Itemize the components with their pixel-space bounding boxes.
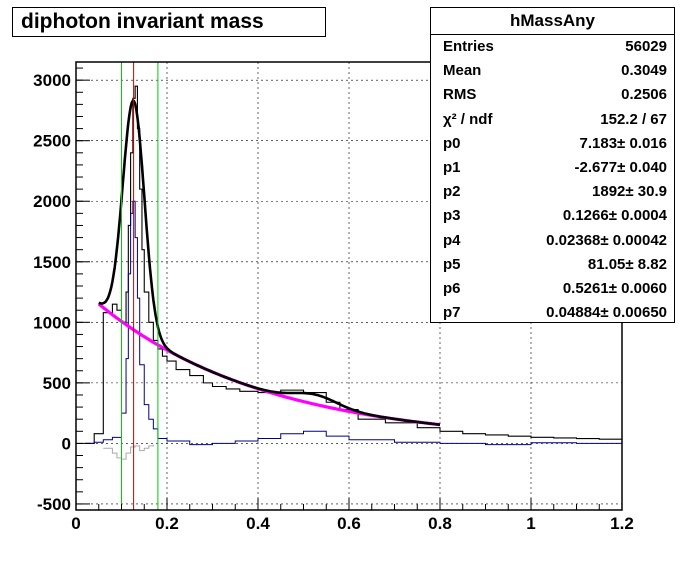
x-tick-label: 1.2 <box>610 514 634 533</box>
stat-label: RMS <box>443 86 477 104</box>
x-tick-label: 0.6 <box>337 514 361 533</box>
stat-label: χ² / ndf <box>443 110 493 128</box>
stat-label: p5 <box>443 255 461 273</box>
stat-label: p7 <box>443 304 461 322</box>
axis-ticks: 0 0.2 0.4 0.6 0.8 1 1.2-5000500100015002000250… <box>33 67 634 533</box>
stat-value: 152.2 / 67 <box>600 110 667 128</box>
stats-row: p3 0.1266± 0.0004 <box>431 204 674 228</box>
y-tick-label: 1000 <box>33 313 71 332</box>
stats-row: RMS 0.2506 <box>431 83 674 107</box>
x-tick-label: 0.8 <box>428 514 452 533</box>
stat-value: 0.02368± 0.00042 <box>546 231 667 249</box>
stat-label: p3 <box>443 207 461 225</box>
stat-value: 1892± 30.9 <box>592 183 667 201</box>
series-residual <box>103 444 154 460</box>
stat-value: 7.183± 0.016 <box>579 134 667 152</box>
stats-row: p1 -2.677± 0.040 <box>431 156 674 180</box>
marker-lines <box>121 62 159 510</box>
stat-value: 0.1266± 0.0004 <box>562 207 667 225</box>
stat-value: 0.2506 <box>621 86 667 104</box>
chart-title-text: diphoton invariant mass <box>21 10 264 33</box>
stat-label: p4 <box>443 231 461 249</box>
stats-row: p7 0.04884± 0.00650 <box>431 301 674 325</box>
y-tick-label: 3000 <box>33 71 71 90</box>
series-data <box>85 85 623 444</box>
y-tick-label: 0 <box>62 434 71 453</box>
chart-title: diphoton invariant mass <box>12 7 326 37</box>
fit-layer <box>97 99 441 427</box>
stats-row: χ² / ndf 152.2 / 67 <box>431 108 674 132</box>
x-tick-label: 0.2 <box>155 514 179 533</box>
y-tick-label: 1500 <box>33 253 71 272</box>
stat-label: p0 <box>443 134 461 152</box>
stat-value: 81.05± 8.82 <box>587 255 667 273</box>
stat-value: 0.3049 <box>621 62 667 80</box>
y-tick-label: 500 <box>43 374 71 393</box>
y-tick-label: 2500 <box>33 132 71 151</box>
stat-label: p6 <box>443 279 461 297</box>
stats-row: p0 7.183± 0.016 <box>431 132 674 156</box>
stat-label: p2 <box>443 183 461 201</box>
stats-row: Entries 56029 <box>431 35 674 59</box>
stats-row: Mean 0.3049 <box>431 59 674 83</box>
stats-row: p2 1892± 30.9 <box>431 180 674 204</box>
y-tick-label: 2000 <box>33 192 71 211</box>
stat-label: Entries <box>443 38 494 55</box>
stat-label: Mean <box>443 62 482 80</box>
stat-value: -2.677± 0.040 <box>574 158 667 176</box>
stat-label: p1 <box>443 158 461 176</box>
stats-row: p5 81.05± 8.82 <box>431 253 674 277</box>
x-tick-label: 0 <box>71 514 80 533</box>
total-fit-curve <box>98 99 441 426</box>
stats-row: p6 0.5261± 0.0060 <box>431 277 674 301</box>
stats-row: p4 0.02368± 0.00042 <box>431 229 674 253</box>
stats-rows: Entries 56029 Mean 0.3049 RMS 0.2506 χ² / n… <box>431 35 674 325</box>
x-tick-label: 0.4 <box>246 514 270 533</box>
stat-value: 0.04884± 0.00650 <box>546 304 667 322</box>
stat-value: 0.5261± 0.0060 <box>562 279 667 297</box>
stats-box: hMassAny Entries 56029 Mean 0.3049 RMS 0.25… <box>430 7 675 323</box>
stats-box-title: hMassAny <box>431 8 674 35</box>
x-tick-label: 1 <box>526 514 535 533</box>
stat-value: 56029 <box>625 38 667 55</box>
y-tick-label: -500 <box>37 495 71 514</box>
